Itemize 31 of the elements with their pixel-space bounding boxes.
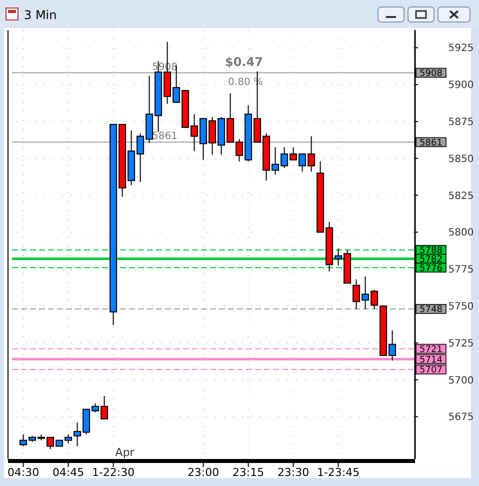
y-tick-label: 5750 [448,301,474,312]
y-tick-label: 5925 [448,43,474,54]
x-tick-label: 23:00 [187,466,220,479]
y-tick-label: 5900 [448,80,474,92]
x-tick-label: 04:30 [7,466,40,479]
annotation: Apr [115,446,135,459]
y-tick-label: 5825 [448,190,474,202]
y-tick-label: 5725 [448,338,474,350]
ref-line-label: 5776 [420,264,443,274]
ref-line-label: 5707 [420,366,442,376]
ref-line-label: 5908 [420,68,443,79]
y-tick-label: 5850 [448,154,474,165]
annotation: 5861 [152,131,178,142]
y-tick-label: 5675 [448,412,474,424]
ref-line-label: 5788 [420,246,443,256]
y-tick-label: 5875 [448,117,474,128]
x-tick-label: 23:30 [277,466,310,479]
ref-line-label: 5714 [420,355,443,366]
y-tick-label: 5800 [448,228,474,239]
ref-line-label: 5861 [420,138,442,148]
x-tick-label: 04:45 [52,466,84,479]
ref-line-label: 5748 [420,305,443,316]
x-tick-label: 1-22:30 [92,466,135,479]
y-tick-label: 5700 [448,375,474,386]
x-tick-label: 23:15 [232,466,264,479]
y-tick-label: 5775 [448,264,474,276]
x-tick-label: 1-23:45 [316,466,360,479]
chart-title: 3 Min [24,8,57,22]
ref-line-label: 5721 [420,344,442,355]
annotation: $0.47 [225,55,263,69]
ref-line-label: 5782 [420,254,442,265]
